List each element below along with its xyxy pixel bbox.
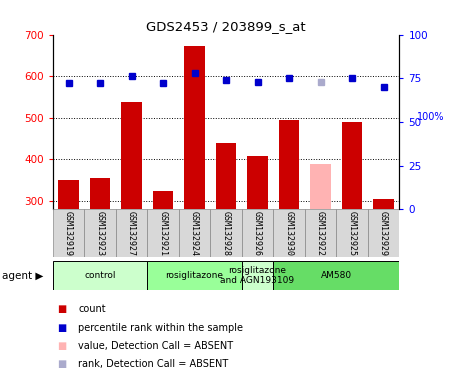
Text: count: count [78,304,106,314]
Bar [147,261,242,290]
Text: GSM132927: GSM132927 [127,211,136,256]
Bar [53,209,84,257]
Text: value, Detection Call = ABSENT: value, Detection Call = ABSENT [78,341,233,351]
Bar [279,120,299,209]
Text: GSM132925: GSM132925 [347,211,357,256]
Bar [336,209,368,257]
Bar [242,261,273,290]
Text: agent ▶: agent ▶ [2,270,44,281]
Text: ■: ■ [57,341,67,351]
Text: control: control [84,271,116,280]
Bar [147,209,179,257]
Bar [373,199,394,209]
Bar [116,209,147,257]
Bar [216,143,236,209]
Text: ■: ■ [57,304,67,314]
Text: ■: ■ [57,323,67,333]
Text: GSM132926: GSM132926 [253,211,262,256]
Bar [90,178,110,209]
Text: ■: ■ [57,359,67,369]
Bar [210,209,242,257]
Bar [368,209,399,257]
Text: GSM132921: GSM132921 [158,211,168,256]
Text: GSM132919: GSM132919 [64,211,73,256]
Bar [179,209,210,257]
Bar [273,209,305,257]
Text: AM580: AM580 [321,271,352,280]
Title: GDS2453 / 203899_s_at: GDS2453 / 203899_s_at [146,20,306,33]
Bar [58,180,79,209]
Bar [342,122,362,209]
Y-axis label: 100%: 100% [417,112,444,122]
Bar [185,46,205,209]
Text: rank, Detection Call = ABSENT: rank, Detection Call = ABSENT [78,359,228,369]
Text: rosiglitazone: rosiglitazone [166,271,224,280]
Bar [305,209,336,257]
Bar [310,164,331,209]
Text: percentile rank within the sample: percentile rank within the sample [78,323,243,333]
Text: rosiglitazone
and AGN193109: rosiglitazone and AGN193109 [220,266,295,285]
Text: GSM132930: GSM132930 [285,211,294,256]
Bar [247,156,268,209]
Text: GSM132929: GSM132929 [379,211,388,256]
Bar [273,261,399,290]
Text: GSM132928: GSM132928 [222,211,230,256]
Bar [53,261,147,290]
Bar [242,209,273,257]
Text: GSM132923: GSM132923 [95,211,105,256]
Text: GSM132922: GSM132922 [316,211,325,256]
Bar [84,209,116,257]
Bar [153,190,174,209]
Text: GSM132924: GSM132924 [190,211,199,256]
Bar [121,103,142,209]
